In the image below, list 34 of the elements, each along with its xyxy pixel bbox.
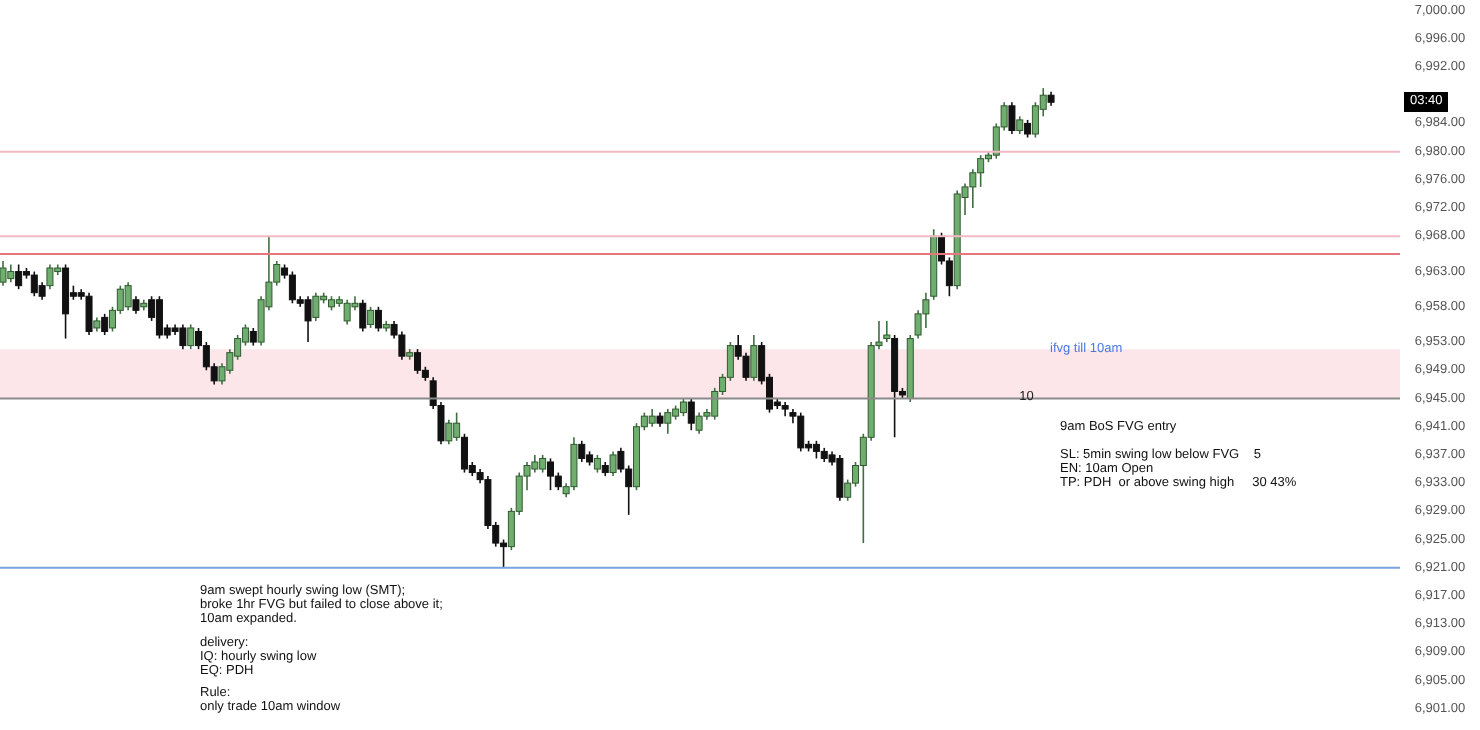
candlestick: [445, 418, 453, 446]
candlestick: [155, 295, 163, 340]
candlestick: [0, 260, 7, 287]
candlestick: [85, 291, 93, 336]
candlestick: [46, 263, 54, 290]
candlestick: [30, 270, 38, 298]
candlestick: [797, 411, 805, 453]
candlestick: [1008, 101, 1016, 135]
candlestick: [609, 450, 617, 477]
candlestick: [414, 348, 422, 375]
candlestick: [179, 323, 187, 350]
candlestick: [687, 397, 695, 432]
candlestick: [343, 298, 351, 326]
candlestick: [750, 334, 758, 382]
candlestick: [304, 295, 312, 343]
candlestick: [101, 313, 109, 336]
candlestick: [546, 457, 554, 491]
candlestick: [187, 323, 195, 350]
candlestick: [374, 306, 382, 333]
candlestick: [836, 454, 844, 502]
candlestick: [453, 411, 461, 442]
candlestick: [578, 440, 586, 463]
candlestick: [312, 291, 320, 322]
candlestick: [460, 432, 468, 474]
candlestick: [15, 263, 23, 290]
candlestick: [883, 320, 891, 343]
candlestick: [62, 263, 70, 340]
candlestick: [570, 436, 578, 491]
candlestick: [664, 408, 672, 435]
candlestick: [695, 411, 703, 435]
candlestick: [359, 298, 367, 333]
candlestick: [288, 270, 296, 305]
candlestick: [124, 281, 132, 312]
candlestick: [367, 306, 375, 329]
